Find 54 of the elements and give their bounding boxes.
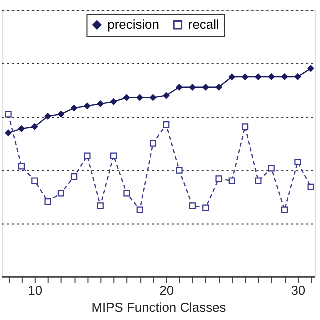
point xyxy=(281,206,288,214)
point xyxy=(268,74,275,80)
point xyxy=(255,178,262,184)
point xyxy=(242,74,249,80)
point xyxy=(308,184,314,190)
point xyxy=(58,190,64,197)
point xyxy=(71,104,78,112)
point xyxy=(163,92,170,99)
point xyxy=(281,74,288,80)
point xyxy=(176,167,183,174)
point xyxy=(163,122,170,128)
x-tick-label: 30 xyxy=(291,283,306,298)
point xyxy=(18,163,25,170)
point xyxy=(150,94,157,102)
point xyxy=(110,152,118,160)
point xyxy=(84,152,91,160)
point xyxy=(228,74,236,80)
point xyxy=(44,113,52,120)
point xyxy=(58,111,64,118)
point xyxy=(124,94,130,102)
x-axis-title: MIPS Function Classes xyxy=(92,300,226,316)
point xyxy=(176,84,183,91)
point xyxy=(5,111,12,118)
point xyxy=(216,84,222,91)
point xyxy=(71,174,78,180)
point xyxy=(18,126,26,132)
point xyxy=(44,198,52,206)
point xyxy=(216,176,222,182)
point xyxy=(110,98,118,106)
point xyxy=(5,130,12,136)
point xyxy=(189,202,196,210)
point xyxy=(97,100,104,108)
point xyxy=(32,178,38,184)
legend-label: recall xyxy=(188,17,220,32)
point xyxy=(32,124,38,130)
x-tick-label: 20 xyxy=(160,283,174,298)
point xyxy=(124,190,130,197)
point xyxy=(228,178,236,184)
point xyxy=(150,140,157,147)
point xyxy=(84,102,91,110)
point xyxy=(294,74,302,80)
point xyxy=(202,204,210,212)
point xyxy=(268,165,275,172)
point xyxy=(189,84,196,91)
x-tick-label: 10 xyxy=(28,283,43,298)
point xyxy=(242,124,249,130)
point xyxy=(136,94,144,102)
point xyxy=(202,84,210,91)
point xyxy=(136,206,144,214)
point xyxy=(255,74,262,80)
point xyxy=(308,65,314,72)
point xyxy=(294,158,302,166)
legend-label: precision xyxy=(108,17,160,32)
point xyxy=(97,202,104,210)
